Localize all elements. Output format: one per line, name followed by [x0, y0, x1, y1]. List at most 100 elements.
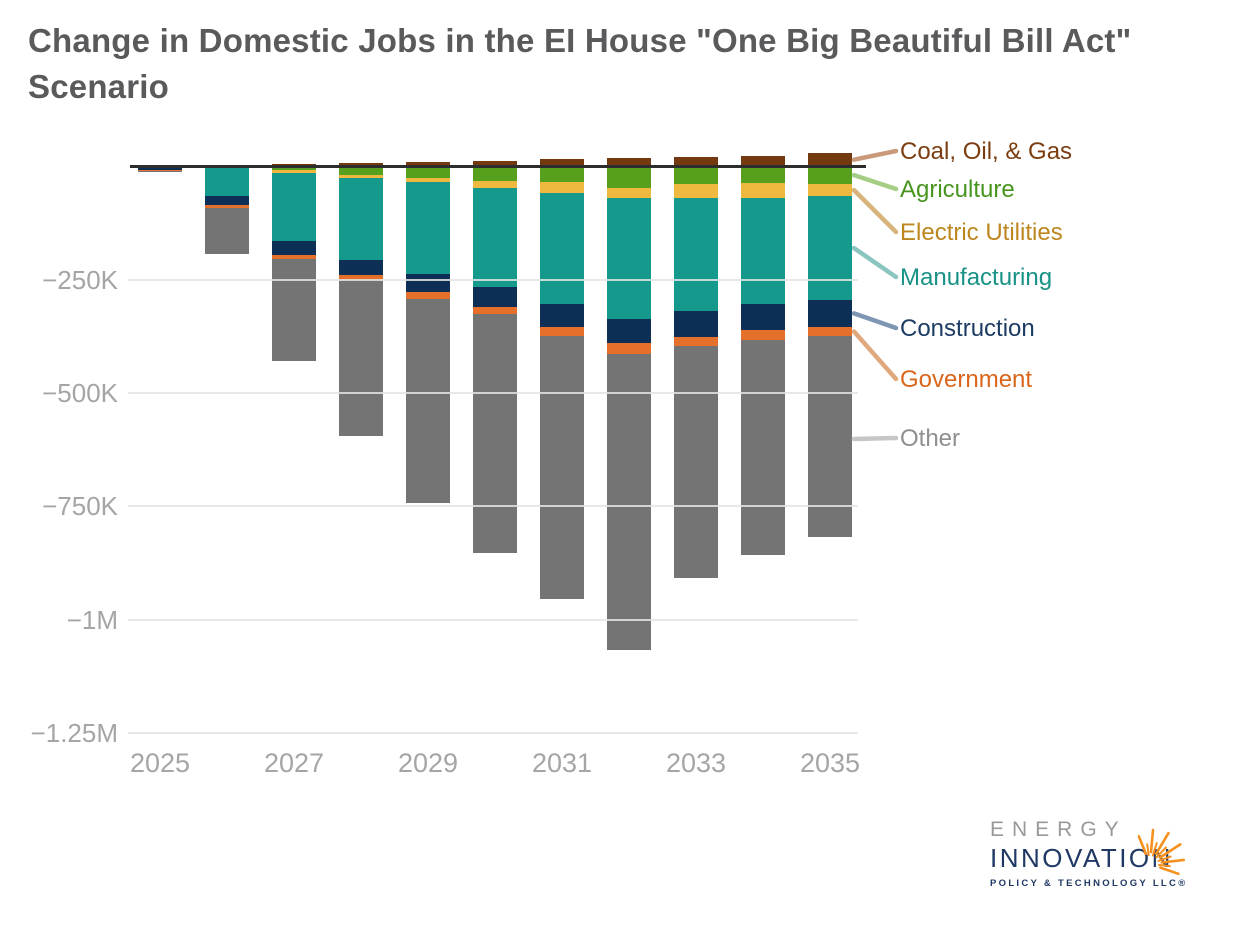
x-axis-tick-label: 2027 [263, 748, 325, 778]
sunburst-ray [1158, 843, 1182, 859]
bar-segment-coal-oil-gas [406, 162, 450, 167]
bar-segment-manufacturing [406, 181, 450, 274]
logo-tagline-text: POLICY & TECHNOLOGY LLC® [990, 878, 1188, 889]
bar-segment-other [607, 353, 651, 651]
zero-axis-line [130, 165, 866, 168]
logo-energy-text: ENERGY [990, 818, 1127, 841]
bar-segment-government [473, 307, 517, 315]
bar-segment-government [808, 326, 852, 337]
bar-segment-electric-utilities [339, 175, 383, 179]
bar-segment-electric-utilities [406, 177, 450, 182]
x-axis-tick-label: 2025 [129, 748, 191, 778]
bar-segment-construction [808, 299, 852, 327]
bar-segment-coal-oil-gas [674, 157, 718, 167]
bar-segment-coal-oil-gas [540, 159, 584, 167]
bar-segment-manufacturing [808, 196, 852, 300]
bar-segment-manufacturing [473, 187, 517, 288]
sunburst-ray [1158, 863, 1171, 868]
bar-segment-other [406, 298, 450, 503]
bar-segment-manufacturing [205, 166, 249, 196]
sunburst-ray [1151, 842, 1158, 857]
bar-segment-agriculture [406, 166, 450, 178]
legend-label-government: Government [900, 366, 1033, 393]
bar-segment-manufacturing [272, 172, 316, 241]
bar-segment-agriculture [473, 166, 517, 181]
bar-segment-agriculture [674, 166, 718, 184]
x-axis-tick-label: 2031 [531, 748, 593, 778]
sunburst-ray [1155, 846, 1167, 859]
bar-segment-government [540, 326, 584, 336]
bar-segment-electric-utilities [540, 182, 584, 193]
y-axis-tick-label: −1M [66, 604, 118, 635]
legend-label-coal-oil-gas: Coal, Oil, & Gas [900, 138, 1073, 165]
bar-segment-government [339, 274, 383, 281]
sunburst-ray [1159, 866, 1180, 876]
bar-segment-agriculture [808, 166, 852, 184]
bar-segment-coal-oil-gas [607, 157, 651, 167]
bar-segment-construction [205, 195, 249, 205]
logo-innovation-text: INNOVATION [990, 843, 1173, 873]
bar-segment-government [607, 343, 651, 354]
bar-segment-electric-utilities [674, 183, 718, 199]
y-axis-tick-label: −1.25M [30, 718, 118, 749]
bar-segment-construction [272, 240, 316, 255]
sunburst-ray [1146, 843, 1150, 857]
y-gridline [128, 618, 858, 621]
bar-segment-coal-oil-gas [473, 160, 517, 167]
bar-segment-other [473, 314, 517, 554]
sunburst-ray [1157, 855, 1172, 862]
x-axis-tick-label: 2035 [799, 748, 861, 778]
legend-label-electric-utilities: Electric Utilities [900, 219, 1063, 246]
bar-segment-electric-utilities [607, 187, 651, 198]
y-gridline [128, 732, 858, 735]
legend-label-agriculture: Agriculture [900, 176, 1015, 203]
sunburst-ray [1154, 831, 1170, 856]
bar-segment-electric-utilities [272, 170, 316, 173]
bar-segment-manufacturing [607, 197, 651, 320]
bar-segment-manufacturing [540, 192, 584, 304]
bar-segment-construction [540, 303, 584, 327]
energy-innovation-logo: ENERGY INNOVATION POLICY & TECHNOLOGY LL… [990, 818, 1230, 898]
bar-segment-other [540, 335, 584, 600]
bar-segment-other [741, 339, 785, 555]
legend-label-other: Other [900, 425, 961, 452]
bar-segment-electric-utilities [473, 181, 517, 188]
bar-segment-other [339, 280, 383, 436]
sunburst-icon [1138, 828, 1186, 876]
bar-segment-government [272, 254, 316, 259]
x-axis-tick-label: 2033 [665, 748, 727, 778]
y-axis-tick-label: −500K [42, 378, 118, 409]
bar-segment-construction [473, 287, 517, 308]
sunburst-ray [1160, 858, 1186, 864]
bar-segment-agriculture [741, 166, 785, 184]
bar-segment-coal-oil-gas [339, 163, 383, 167]
bar-segment-other [205, 207, 249, 255]
bar-segment-agriculture [607, 166, 651, 188]
y-axis-tick-label: −750K [42, 491, 118, 522]
bar-segment-manufacturing [741, 197, 785, 304]
bar-segment-construction [406, 273, 450, 293]
bar-segment-government [406, 292, 450, 299]
bar-segment-construction [607, 319, 651, 344]
bar-segment-manufacturing [674, 198, 718, 312]
y-gridline [128, 505, 858, 508]
bar-segment-agriculture [339, 166, 383, 176]
bar-segment-government [205, 204, 249, 208]
bar-segment-government [741, 329, 785, 340]
bar-segment-coal-oil-gas [741, 156, 785, 167]
bar-segment-other [272, 258, 316, 361]
bar-segment-agriculture [540, 166, 584, 183]
bar-segment-construction [138, 166, 182, 171]
bar-segment-coal-oil-gas [808, 152, 852, 167]
bar-segment-construction [674, 311, 718, 337]
y-axis-tick-label: −250K [42, 264, 118, 295]
bar-segment-agriculture [272, 166, 316, 171]
x-axis-tick-label: 2029 [397, 748, 459, 778]
bar-segment-electric-utilities [808, 183, 852, 197]
bar-segment-manufacturing [339, 178, 383, 261]
bar-segment-other [808, 336, 852, 538]
bar-segment-other [674, 346, 718, 578]
y-gridline [128, 278, 858, 281]
